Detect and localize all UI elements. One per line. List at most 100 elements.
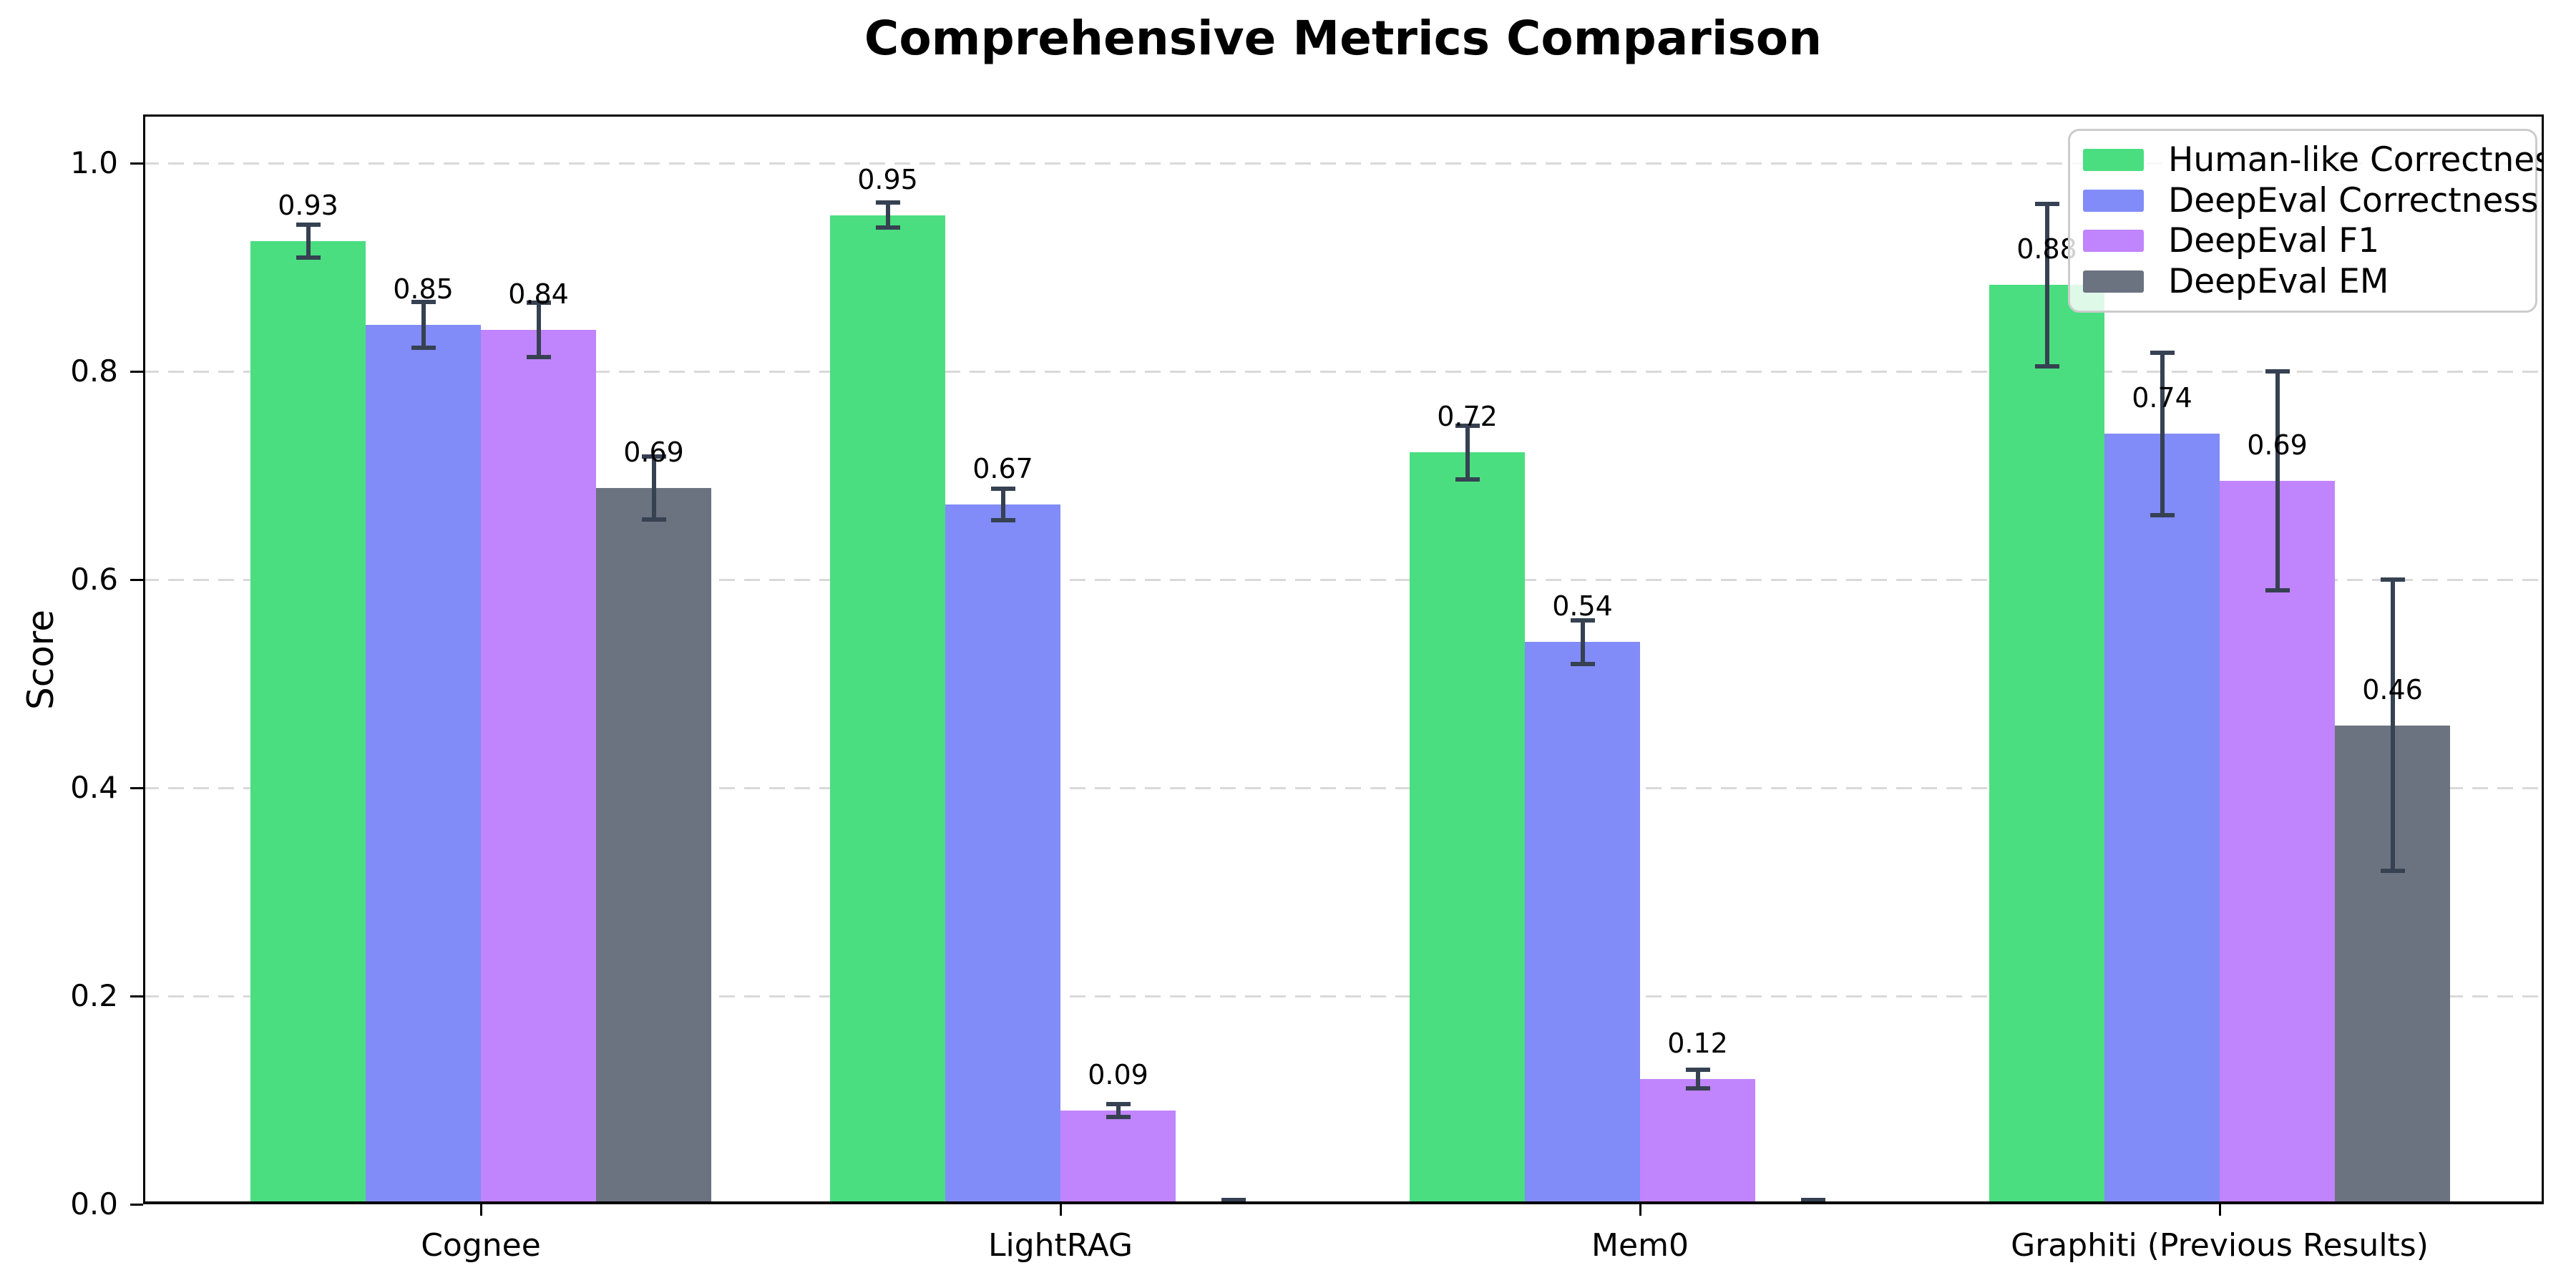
- gridline: [143, 995, 2544, 997]
- axis-spine-right: [2542, 114, 2544, 1204]
- error-bar-cap: [1221, 1198, 1246, 1203]
- error-bar-cap: [990, 487, 1015, 492]
- y-tick-label: 0.8: [70, 353, 118, 389]
- y-tick-mark: [130, 995, 143, 997]
- bar: [596, 487, 711, 1204]
- x-tick-mark: [1639, 1204, 1641, 1216]
- error-bar-cap: [2150, 512, 2175, 517]
- legend-label: Human-like Correctness: [2168, 140, 2544, 180]
- error-bar-cap: [2380, 869, 2405, 874]
- error-bar: [421, 301, 426, 348]
- error-bar-cap: [641, 454, 666, 459]
- bar-value-label: 0.12: [1667, 1028, 1728, 1060]
- error-bar: [306, 224, 311, 258]
- error-bar: [885, 203, 890, 228]
- bar-value-label: 0.85: [393, 273, 454, 305]
- y-tick-mark: [130, 1203, 143, 1206]
- error-bar-cap: [1570, 618, 1595, 623]
- bar-value-label: 0.74: [2132, 382, 2192, 414]
- error-bar-cap: [2034, 364, 2059, 369]
- y-tick-mark: [130, 162, 143, 165]
- error-bar: [651, 457, 656, 519]
- error-bar-cap: [1106, 1102, 1131, 1107]
- error-bar: [1465, 425, 1470, 480]
- bar-value-label: 0.72: [1437, 401, 1498, 433]
- error-bar-cap: [2034, 201, 2059, 206]
- bar: [1060, 1111, 1176, 1204]
- error-bar-cap: [1685, 1068, 1710, 1073]
- x-tick-mark: [479, 1204, 482, 1216]
- chart-title: Comprehensive Metrics Comparison: [864, 11, 1823, 66]
- legend-swatch: [2083, 270, 2144, 293]
- error-bar-cap: [411, 299, 436, 304]
- gridline: [143, 786, 2544, 789]
- legend-item: DeepEval Correctness: [2083, 181, 2538, 220]
- bar: [366, 324, 481, 1204]
- bar-value-label: 0.46: [2362, 673, 2423, 706]
- legend-swatch: [2083, 230, 2144, 253]
- error-bar-cap: [1800, 1198, 1825, 1203]
- error-bar: [1580, 620, 1585, 664]
- y-tick-label: 1.0: [70, 145, 118, 180]
- y-tick-label: 0.6: [70, 562, 118, 597]
- error-bar-cap: [990, 518, 1015, 523]
- x-tick-label: Graphiti (Previous Results): [2011, 1227, 2429, 1264]
- error-bar-cap: [1570, 661, 1595, 666]
- error-bar: [2160, 352, 2165, 515]
- error-bar-cap: [2265, 369, 2290, 374]
- y-tick-mark: [130, 578, 143, 581]
- error-bar-cap: [296, 222, 321, 227]
- error-bar: [2275, 371, 2280, 590]
- error-bar-cap: [875, 225, 900, 230]
- axis-spine-top: [143, 114, 2544, 117]
- bar-value-label: 0.67: [972, 453, 1033, 485]
- bar: [1525, 642, 1640, 1204]
- bar: [2104, 434, 2220, 1204]
- error-bar-cap: [875, 200, 900, 205]
- legend-swatch: [2083, 189, 2144, 212]
- error-bar-cap: [1455, 423, 1480, 428]
- error-bar: [1695, 1070, 1700, 1089]
- x-tick-label: LightRAG: [987, 1227, 1133, 1264]
- legend-label: DeepEval EM: [2168, 262, 2389, 302]
- error-bar-cap: [526, 300, 551, 305]
- legend-item: DeepEval F1: [2083, 221, 2528, 260]
- error-bar-cap: [296, 255, 321, 260]
- bar: [250, 241, 366, 1204]
- x-tick-label: Cognee: [421, 1227, 541, 1264]
- gridline: [143, 370, 2544, 373]
- error-bar-cap: [1685, 1086, 1710, 1091]
- bar-value-label: 0.93: [278, 190, 338, 222]
- error-bar-cap: [1455, 477, 1480, 482]
- legend-label: DeepEval Correctness: [2168, 180, 2539, 220]
- error-bar-cap: [526, 354, 551, 359]
- bar-value-label: 0.69: [623, 436, 684, 468]
- y-tick-mark: [130, 370, 143, 373]
- bar: [481, 329, 596, 1204]
- bar-value-label: 0.88: [2016, 233, 2077, 265]
- bar-value-label: 0.95: [857, 163, 918, 195]
- error-bar-cap: [2380, 577, 2405, 582]
- legend: Human-like Correctness DeepEval Correctne…: [2068, 129, 2544, 313]
- error-bar: [2044, 203, 2049, 366]
- y-axis-label: Score: [20, 609, 62, 711]
- gridline: [143, 162, 2544, 165]
- error-bar: [1000, 489, 1005, 521]
- x-tick-label: Mem0: [1591, 1227, 1689, 1264]
- bar: [945, 504, 1060, 1204]
- y-tick-label: 0.4: [70, 770, 118, 805]
- y-tick-mark: [130, 786, 143, 789]
- error-bar-cap: [641, 517, 666, 522]
- error-bar: [2390, 580, 2395, 872]
- bar: [830, 215, 945, 1204]
- error-bar-cap: [411, 345, 436, 350]
- legend-item: Human-like Correctness: [2083, 140, 2544, 180]
- gridline: [143, 578, 2544, 581]
- error-bar-cap: [2265, 587, 2290, 592]
- bar: [1410, 452, 1525, 1204]
- plot-area: 0.93 0.95 0.72 0.88 0.85 0.67 0.54 0.74 0.84 0.09…: [143, 114, 2544, 1204]
- axis-spine-left: [143, 114, 145, 1204]
- error-bar: [536, 302, 541, 357]
- bar-value-label: 0.09: [1088, 1059, 1148, 1091]
